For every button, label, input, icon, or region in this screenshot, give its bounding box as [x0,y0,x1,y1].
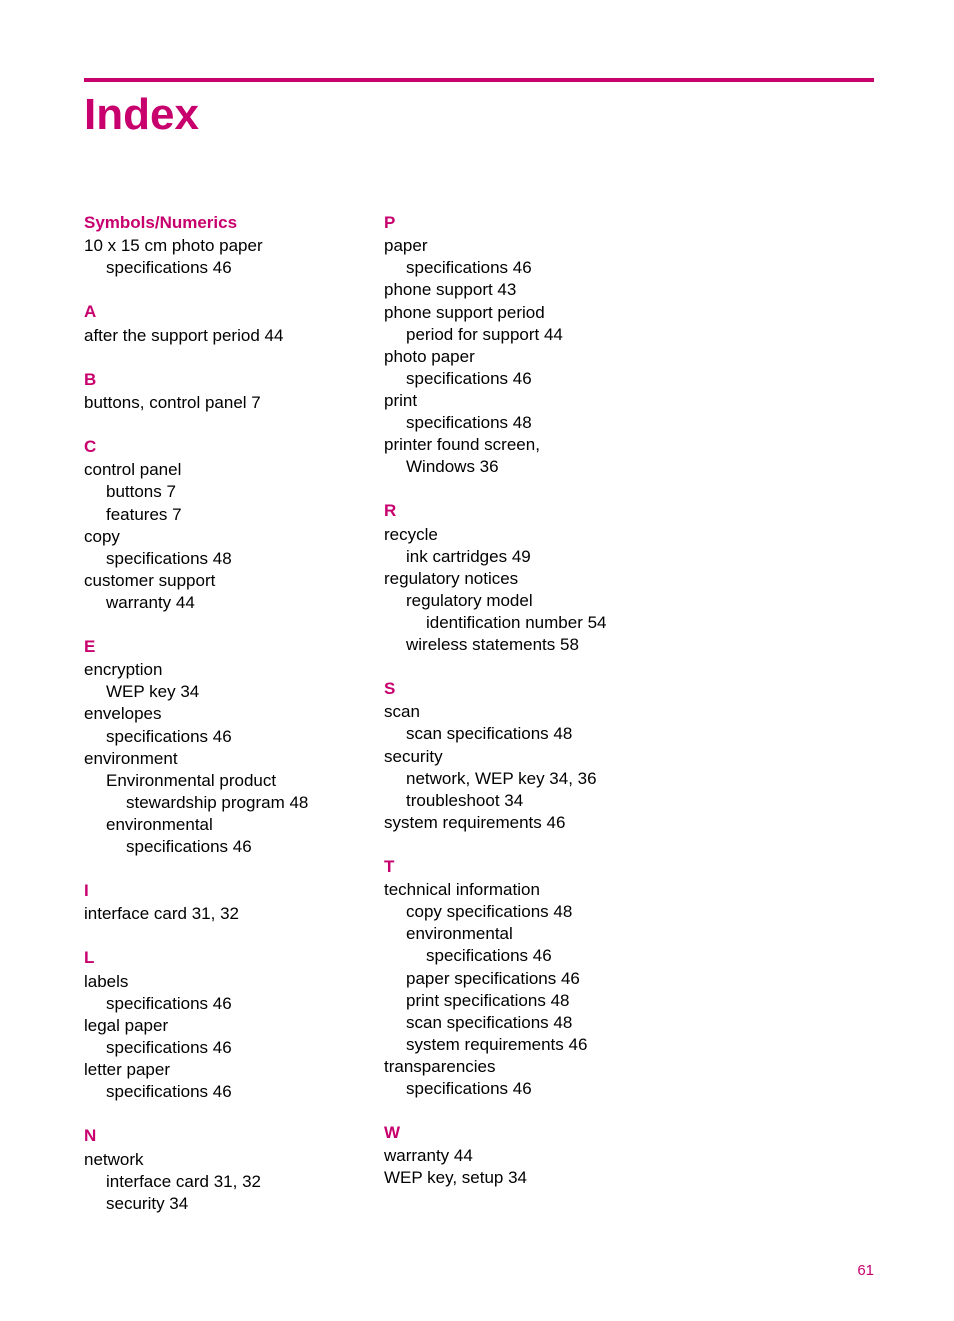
index-entry: troubleshoot 34 [384,790,644,812]
page-number: 61 [857,1262,874,1279]
index-section-head: E [84,636,344,657]
index-entry: ink cartridges 49 [384,546,644,568]
index-entry: after the support period 44 [84,325,344,347]
index-entry: interface card 31, 32 [84,1171,344,1193]
index-section-head: N [84,1125,344,1146]
index-entry: specifications 46 [84,726,344,748]
index-entry: customer support [84,570,344,592]
index-section-head: T [384,856,644,877]
index-column-1: Symbols/Numerics10 x 15 cm photo papersp… [84,212,344,1215]
index-entry: labels [84,971,344,993]
index-section-head: P [384,212,644,233]
index-entry: Windows 36 [384,456,644,478]
index-entry: printer found screen, [384,434,644,456]
index-entry: period for support 44 [384,324,644,346]
index-section-head: C [84,436,344,457]
index-entry: recycle [384,524,644,546]
index-section-head: Symbols/Numerics [84,212,344,233]
index-entry: phone support 43 [384,279,644,301]
index-entry: specifications 48 [384,412,644,434]
index-entry: regulatory notices [384,568,644,590]
index-column-2: Ppaperspecifications 46phone support 43p… [384,212,644,1215]
index-entry: copy [84,526,344,548]
index-entry: stewardship program 48 [84,792,344,814]
index-entry: features 7 [84,504,344,526]
index-entry: scan [384,701,644,723]
index-entry: specifications 48 [84,548,344,570]
index-entry: specifications 46 [384,257,644,279]
index-entry: specifications 46 [84,993,344,1015]
index-entry: print specifications 48 [384,990,644,1012]
index-entry: control panel [84,459,344,481]
index-entry: specifications 46 [84,257,344,279]
index-entry: envelopes [84,703,344,725]
index-entry: legal paper [84,1015,344,1037]
index-entry: photo paper [384,346,644,368]
header-rule [84,78,874,82]
index-entry: specifications 46 [84,1037,344,1059]
index-entry: print [384,390,644,412]
index-entry: regulatory model [384,590,644,612]
index-entry: phone support period [384,302,644,324]
index-entry: copy specifications 48 [384,901,644,923]
index-entry: WEP key, setup 34 [384,1167,644,1189]
index-entry: security 34 [84,1193,344,1215]
index-section-head: W [384,1122,644,1143]
index-entry: environment [84,748,344,770]
index-entry: letter paper [84,1059,344,1081]
index-entry: Environmental product [84,770,344,792]
index-entry: interface card 31, 32 [84,903,344,925]
index-entry: warranty 44 [84,592,344,614]
index-entry: security [384,746,644,768]
index-entry: environmental [84,814,344,836]
index-section-head: L [84,947,344,968]
index-entry: transparencies [384,1056,644,1078]
index-entry: specifications 46 [384,368,644,390]
index-entry: buttons, control panel 7 [84,392,344,414]
index-entry: technical information [384,879,644,901]
index-entry: specifications 46 [84,836,344,858]
index-columns: Symbols/Numerics10 x 15 cm photo papersp… [84,212,874,1215]
index-entry: 10 x 15 cm photo paper [84,235,344,257]
index-entry: warranty 44 [384,1145,644,1167]
page: Index Symbols/Numerics10 x 15 cm photo p… [0,0,954,1321]
index-section-head: I [84,880,344,901]
index-entry: system requirements 46 [384,1034,644,1056]
index-entry: specifications 46 [384,945,644,967]
index-section-head: B [84,369,344,390]
index-entry: system requirements 46 [384,812,644,834]
index-entry: wireless statements 58 [384,634,644,656]
index-entry: WEP key 34 [84,681,344,703]
page-title: Index [84,90,874,140]
index-section-head: S [384,678,644,699]
index-entry: identification number 54 [384,612,644,634]
index-entry: paper [384,235,644,257]
index-entry: buttons 7 [84,481,344,503]
index-entry: encryption [84,659,344,681]
index-entry: network [84,1149,344,1171]
index-entry: scan specifications 48 [384,723,644,745]
index-entry: environmental [384,923,644,945]
index-entry: scan specifications 48 [384,1012,644,1034]
index-entry: specifications 46 [384,1078,644,1100]
index-section-head: R [384,500,644,521]
index-entry: paper specifications 46 [384,968,644,990]
index-entry: network, WEP key 34, 36 [384,768,644,790]
index-entry: specifications 46 [84,1081,344,1103]
index-section-head: A [84,301,344,322]
